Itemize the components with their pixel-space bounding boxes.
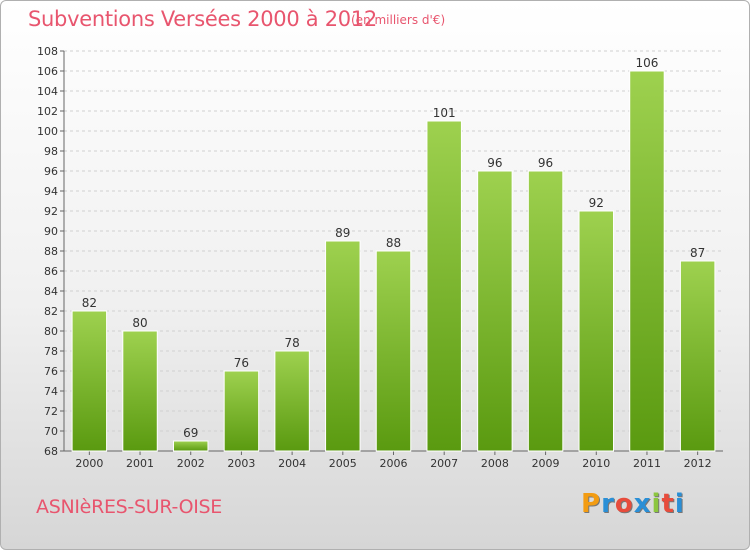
y-tick-label: 88 xyxy=(44,245,58,258)
bar xyxy=(578,210,615,452)
x-tick-label: 2006 xyxy=(380,457,408,470)
y-tick-label: 90 xyxy=(44,225,58,238)
y-tick-label: 100 xyxy=(37,125,58,138)
logo-letter: i xyxy=(651,489,662,519)
x-tick-label: 2000 xyxy=(75,457,103,470)
x-tick-label: 2010 xyxy=(582,457,610,470)
y-tick-label: 70 xyxy=(44,425,58,438)
bar xyxy=(679,260,716,452)
x-tick-label: 2005 xyxy=(329,457,357,470)
y-tick-label: 104 xyxy=(37,85,58,98)
y-tick-label: 94 xyxy=(44,185,58,198)
x-tick-label: 2007 xyxy=(430,457,458,470)
chart-title: Subventions Versées 2000 à 2012 xyxy=(28,7,377,31)
logo-letter: t xyxy=(661,489,675,519)
x-tick-label: 2011 xyxy=(633,457,661,470)
y-tick-label: 80 xyxy=(44,325,58,338)
logo-letter: r xyxy=(601,489,615,519)
x-tick-label: 2004 xyxy=(278,457,306,470)
y-tick-label: 82 xyxy=(44,305,58,318)
x-tick-label: 2012 xyxy=(684,457,712,470)
proxiti-logo: Proxiti xyxy=(581,489,685,519)
bar xyxy=(325,240,361,452)
bar-value-label: 106 xyxy=(636,56,659,70)
bar xyxy=(172,440,209,452)
bar-value-label: 69 xyxy=(183,426,198,440)
chart-subtitle: (en milliers d'€) xyxy=(351,13,446,27)
logo-letter: i xyxy=(674,489,685,519)
bar xyxy=(629,70,665,452)
bar-value-label: 76 xyxy=(234,356,249,370)
y-tick-label: 74 xyxy=(44,385,58,398)
y-tick-label: 96 xyxy=(44,165,58,178)
x-tick-label: 2008 xyxy=(481,457,509,470)
commune-name: ASNIèRES-SUR-OISE xyxy=(36,496,222,518)
bar-value-label: 92 xyxy=(589,196,604,210)
bar-value-label: 88 xyxy=(386,236,401,250)
y-tick-label: 84 xyxy=(44,285,58,298)
y-tick-label: 76 xyxy=(44,365,58,378)
bar-value-label: 96 xyxy=(487,156,502,170)
bar xyxy=(122,330,158,452)
bar-value-label: 101 xyxy=(433,106,456,120)
y-tick-label: 86 xyxy=(44,265,58,278)
bar xyxy=(223,370,260,452)
bar-value-label: 82 xyxy=(82,296,97,310)
bar-value-label: 89 xyxy=(335,226,350,240)
y-tick-label: 92 xyxy=(44,205,58,218)
y-tick-label: 68 xyxy=(44,445,58,458)
y-tick-label: 98 xyxy=(44,145,58,158)
bar xyxy=(274,350,310,452)
bar xyxy=(71,310,108,452)
bar xyxy=(527,170,564,452)
y-tick-label: 72 xyxy=(44,405,58,418)
x-tick-label: 2009 xyxy=(532,457,560,470)
y-tick-label: 78 xyxy=(44,345,58,358)
logo-letter: P xyxy=(581,489,602,519)
logo-letter: o xyxy=(614,489,634,519)
y-tick-label: 102 xyxy=(37,105,58,118)
x-tick-label: 2002 xyxy=(177,457,205,470)
bar-value-label: 96 xyxy=(538,156,553,170)
logo-letter: x xyxy=(633,489,652,519)
bar-value-label: 87 xyxy=(690,246,705,260)
bar xyxy=(375,250,412,452)
bar-value-label: 80 xyxy=(132,316,147,330)
x-tick-label: 2003 xyxy=(227,457,255,470)
bar xyxy=(426,120,462,452)
y-tick-label: 108 xyxy=(37,45,58,58)
y-tick-label: 106 xyxy=(37,65,58,78)
bar-value-label: 78 xyxy=(284,336,299,350)
bar xyxy=(477,170,513,452)
x-tick-label: 2001 xyxy=(126,457,154,470)
